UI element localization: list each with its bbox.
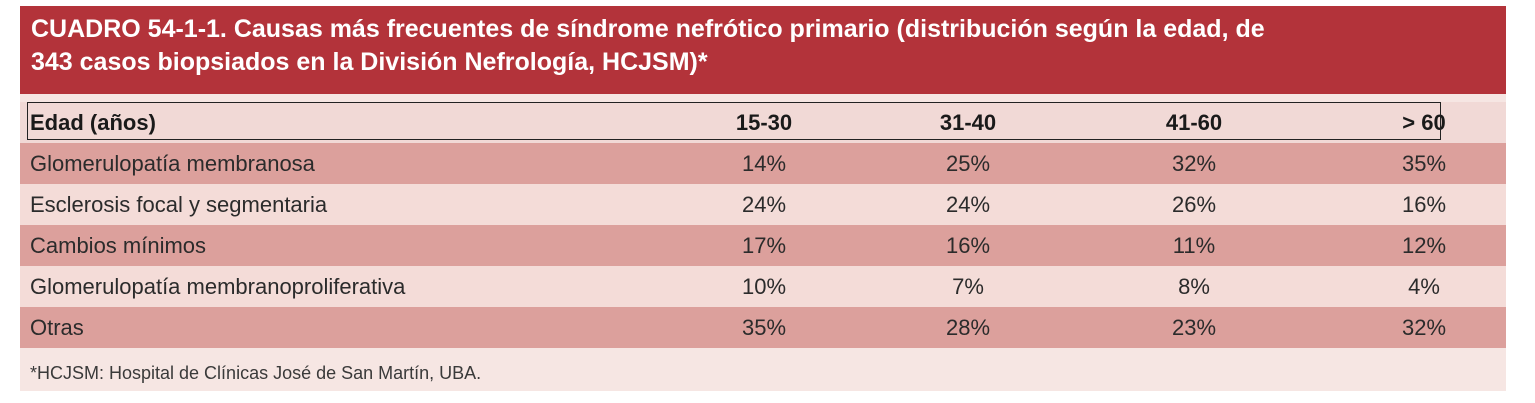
row-label: Otras <box>30 315 84 340</box>
table-cell: 16% <box>1401 192 1447 217</box>
table-cell: 35% <box>741 315 787 340</box>
data-table: Edad (años) 15-30 31-40 41-60 > 60 Glome… <box>20 102 1506 348</box>
table-row: Otras 35% 28% 23% 32% <box>20 307 1506 348</box>
header-over-60: > 60 <box>1402 110 1446 135</box>
header-15-30: 15-30 <box>735 110 793 135</box>
table-title-line-2: 343 casos biopsiados en la División Nefr… <box>31 48 708 76</box>
table-cell: 16% <box>945 233 991 258</box>
row-label: Glomerulopatía membranoproliferativa <box>30 274 406 299</box>
table-cell: 7% <box>952 274 984 299</box>
table-cell: 24% <box>945 192 991 217</box>
table-cell: 32% <box>1171 151 1217 176</box>
table-header-row: Edad (años) 15-30 31-40 41-60 > 60 <box>20 102 1506 143</box>
row-label: Glomerulopatía membranosa <box>30 151 315 176</box>
table-title: CUADRO 54-1-1. Causas más frecuentes de … <box>31 13 1501 79</box>
table-cell: 32% <box>1401 315 1447 340</box>
table-cell: 28% <box>945 315 991 340</box>
table-cell: 23% <box>1171 315 1217 340</box>
table-cell: 25% <box>945 151 991 176</box>
table-cell: 12% <box>1401 233 1447 258</box>
table-cell: 26% <box>1171 192 1217 217</box>
header-41-60: 41-60 <box>1165 110 1223 135</box>
row-label: Esclerosis focal y segmentaria <box>30 192 328 217</box>
row-label: Cambios mínimos <box>30 233 207 258</box>
table-cell: 10% <box>741 274 787 299</box>
header-31-40: 31-40 <box>939 110 997 135</box>
table-row: Cambios mínimos 17% 16% 11% 12% <box>20 225 1506 266</box>
table-title-bar: CUADRO 54-1-1. Causas más frecuentes de … <box>20 6 1506 94</box>
table-row: Glomerulopatía membranosa 14% 25% 32% 35… <box>20 143 1506 184</box>
table-cell: 11% <box>1172 233 1216 258</box>
table-cell: 17% <box>741 233 787 258</box>
table-cell: 8% <box>1178 274 1210 299</box>
table-cell: 24% <box>741 192 787 217</box>
table-cell: 14% <box>741 151 787 176</box>
table-panel: CUADRO 54-1-1. Causas más frecuentes de … <box>20 6 1506 391</box>
table-row: Esclerosis focal y segmentaria 24% 24% 2… <box>20 184 1506 225</box>
table-cell: 4% <box>1408 274 1440 299</box>
table-row: Glomerulopatía membranoproliferativa 10%… <box>20 266 1506 307</box>
table-cell: 35% <box>1401 151 1447 176</box>
table-title-line-1: CUADRO 54-1-1. Causas más frecuentes de … <box>31 15 1265 43</box>
table-footnote: *HCJSM: Hospital de Clínicas José de San… <box>30 363 482 383</box>
header-age: Edad (años) <box>30 110 156 135</box>
